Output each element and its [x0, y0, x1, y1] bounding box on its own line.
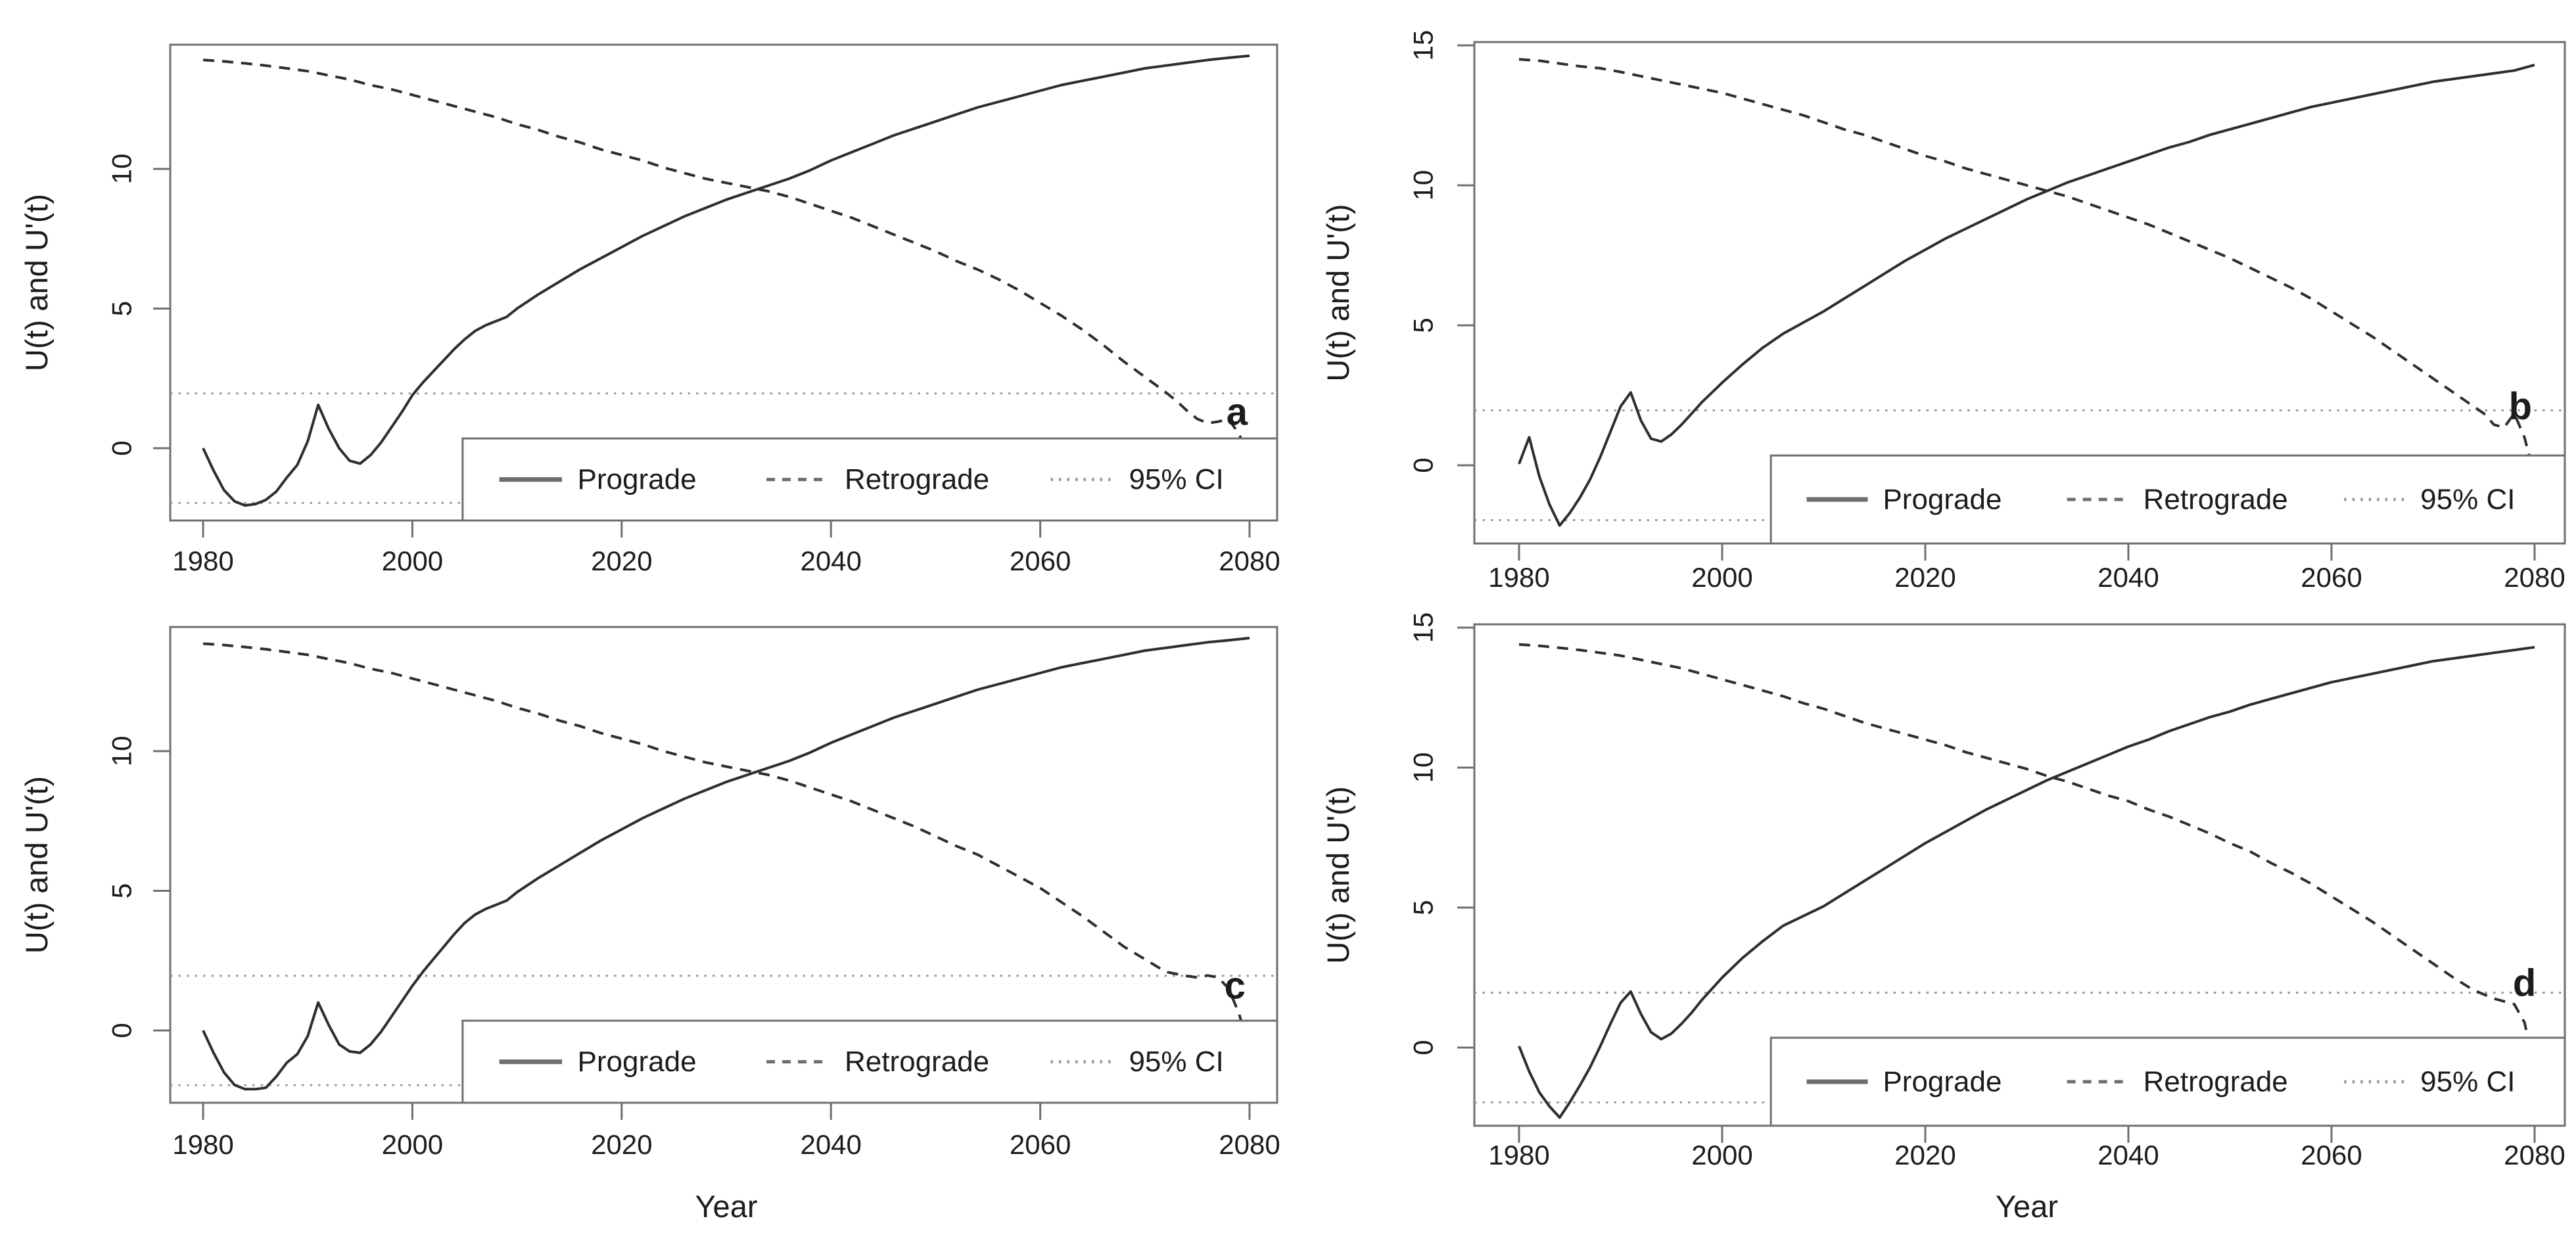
retrograde-curve [202, 642, 1251, 1052]
retrograde-curve [1518, 643, 2536, 1068]
x-tick-label: 2060 [1010, 545, 1071, 576]
panel-letter: a [1227, 390, 1248, 433]
x-tick-label: 2000 [1691, 562, 1752, 593]
y-tick-label: 5 [106, 883, 137, 898]
y-axis-title: U(t) and U'(t) [19, 194, 54, 371]
legend-label: Prograde [1883, 484, 2002, 516]
x-tick-label: 2020 [1894, 562, 1955, 593]
y-tick-label: 10 [1408, 752, 1439, 783]
x-tick-label: 2020 [591, 1129, 652, 1160]
y-tick-label: 0 [1408, 457, 1439, 473]
panel-letter: d [2513, 962, 2536, 1005]
y-tick-label: 0 [106, 1023, 137, 1038]
x-tick-label: 2080 [2504, 562, 2565, 593]
x-tick-label: 2060 [2301, 1140, 2362, 1170]
y-tick-label: 0 [106, 440, 137, 455]
y-tick-label: 15 [1408, 30, 1439, 61]
retrograde-curve [1518, 58, 2536, 477]
y-tick-label: 10 [1408, 170, 1439, 201]
x-axis-title: Year [1996, 1189, 2058, 1224]
panel-a: 1980 2000 2020 2040 2060 2080 0 5 10 Prograde Retr… [19, 43, 1280, 576]
legend-label: 95% CI [2420, 1066, 2515, 1098]
y-axis-title: U(t) and U'(t) [1321, 204, 1355, 381]
y-tick-label: 5 [1408, 900, 1439, 915]
x-tick-label: 2040 [2097, 562, 2159, 593]
y-axis-title: U(t) and U'(t) [1321, 786, 1355, 963]
legend-box [1769, 454, 2566, 545]
prograde-curve [1518, 645, 2535, 1119]
legend-label: Prograde [1883, 1066, 2002, 1098]
panel-d: 1980 2000 2020 2040 2060 2080 0 5 10 15 Prograde Re… [1321, 612, 2566, 1224]
x-tick-label: 2060 [2301, 562, 2362, 593]
x-tick-label: 2040 [800, 545, 861, 576]
panel-c: 1980 2000 2020 2040 2060 2080 0 5 10 Prograde Retr… [19, 626, 1280, 1224]
x-tick-label: 1980 [1488, 1140, 1549, 1170]
panel-b: 1980 2000 2020 2040 2060 2080 0 5 10 15 Prograde Re… [1321, 30, 2566, 593]
prograde-curve [202, 54, 1250, 507]
y-axis-title: U(t) and U'(t) [19, 776, 54, 954]
prograde-curve [202, 636, 1250, 1091]
panel-letter: b [2509, 385, 2532, 428]
y-tick-label: 10 [106, 736, 137, 767]
legend-label: 95% CI [1129, 463, 1223, 496]
legend-label: Retrograde [2143, 484, 2288, 516]
legend-label: Prograde [578, 463, 697, 496]
y-tick-label: 5 [106, 301, 137, 316]
legend-label: 95% CI [1129, 1046, 1223, 1078]
x-tick-label: 2020 [591, 545, 652, 576]
retrograde-curve [202, 58, 1251, 459]
x-tick-label: 2020 [1894, 1140, 1955, 1170]
legend-label: Prograde [578, 1046, 697, 1078]
legend-label: 95% CI [2420, 484, 2515, 516]
x-tick-label: 2040 [2097, 1140, 2159, 1170]
x-tick-label: 2060 [1010, 1129, 1071, 1160]
x-tick-label: 2080 [1219, 1129, 1280, 1160]
x-tick-label: 2080 [2504, 1140, 2565, 1170]
y-tick-label: 10 [106, 154, 137, 185]
x-tick-label: 2000 [382, 545, 443, 576]
legend-label: Retrograde [845, 1046, 989, 1078]
y-tick-label: 0 [1408, 1040, 1439, 1055]
x-tick-label: 2000 [1691, 1140, 1752, 1170]
panel-letter: c [1225, 965, 1246, 1007]
x-tick-label: 2040 [800, 1129, 861, 1160]
legend-box [1769, 1036, 2566, 1127]
y-tick-label: 5 [1408, 317, 1439, 333]
prograde-curve [1518, 63, 2535, 527]
x-tick-label: 2000 [382, 1129, 443, 1160]
legend-label: Retrograde [2143, 1066, 2288, 1098]
x-tick-label: 1980 [1488, 562, 1549, 593]
x-tick-label: 2080 [1219, 545, 1280, 576]
x-axis-title: Year [695, 1189, 758, 1224]
legend-box [461, 1019, 1278, 1104]
legend-label: Retrograde [845, 463, 989, 496]
legend-box [461, 437, 1278, 522]
y-tick-label: 15 [1408, 612, 1439, 643]
x-tick-label: 1980 [172, 1129, 233, 1160]
x-tick-label: 1980 [172, 545, 233, 576]
